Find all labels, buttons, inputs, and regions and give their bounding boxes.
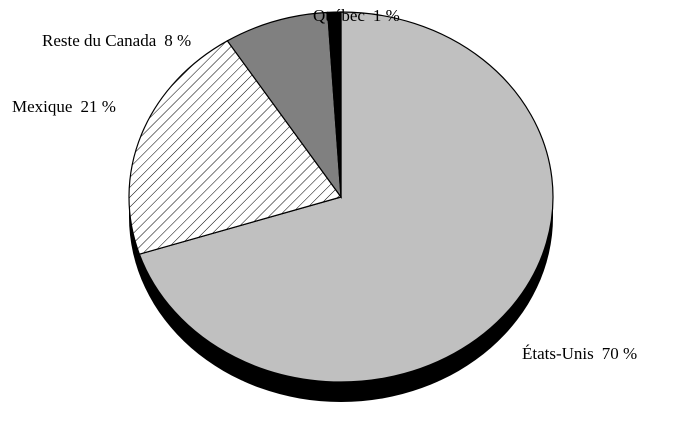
slice-label: Québec 1 % bbox=[313, 6, 400, 25]
pie-slice bbox=[226, 11, 342, 200]
pie-slice bbox=[138, 11, 554, 383]
slice-value-label: 8 % bbox=[164, 31, 191, 50]
slice-category: Québec bbox=[313, 6, 365, 25]
slice-value-label: 70 % bbox=[602, 344, 637, 363]
slice-label: Reste du Canada 8 % bbox=[42, 31, 191, 50]
slice-label: États-Unis 70 % bbox=[522, 344, 637, 363]
slice-category: Mexique bbox=[12, 97, 72, 116]
slice-category: États-Unis bbox=[522, 344, 594, 363]
slice-label: Mexique 21 % bbox=[12, 97, 116, 116]
pie-slice bbox=[128, 40, 342, 255]
slice-category: Reste du Canada bbox=[42, 31, 157, 50]
slice-value-label: 1 % bbox=[373, 6, 400, 25]
slice-value-label: 21 % bbox=[80, 97, 115, 116]
pie-slice bbox=[327, 11, 342, 198]
